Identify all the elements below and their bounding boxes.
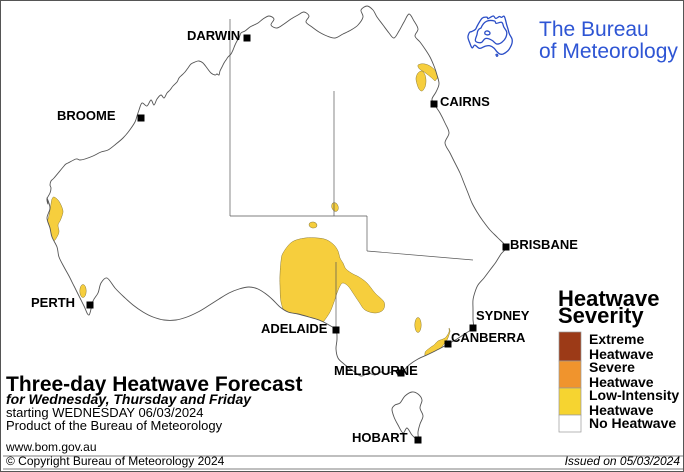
svg-text:BRISBANE: BRISBANE (510, 237, 578, 252)
svg-text:www.bom.gov.au: www.bom.gov.au (5, 440, 97, 454)
svg-text:No Heatwave: No Heatwave (589, 415, 676, 431)
svg-text:Severity: Severity (558, 303, 644, 328)
svg-text:DARWIN: DARWIN (187, 28, 240, 43)
svg-text:The Bureau: The Bureau (539, 18, 649, 41)
svg-text:CAIRNS: CAIRNS (440, 94, 490, 109)
svg-text:Extreme: Extreme (589, 331, 644, 347)
svg-text:MELBOURNE: MELBOURNE (334, 363, 418, 378)
svg-text:Low-Intensity: Low-Intensity (589, 387, 679, 403)
svg-text:SYDNEY: SYDNEY (476, 308, 530, 323)
svg-text:of Meteorology: of Meteorology (539, 40, 678, 63)
svg-text:ADELAIDE: ADELAIDE (261, 321, 328, 336)
svg-text:HOBART: HOBART (352, 430, 408, 445)
svg-text:Severe: Severe (589, 359, 635, 375)
svg-text:Issued on 05/03/2024: Issued on 05/03/2024 (565, 454, 681, 468)
svg-text:CANBERRA: CANBERRA (451, 330, 526, 345)
svg-text:PERTH: PERTH (31, 295, 75, 310)
svg-text:Product of the Bureau of Meteo: Product of the Bureau of Meteorology (6, 418, 223, 433)
svg-text:BROOME: BROOME (57, 108, 116, 123)
